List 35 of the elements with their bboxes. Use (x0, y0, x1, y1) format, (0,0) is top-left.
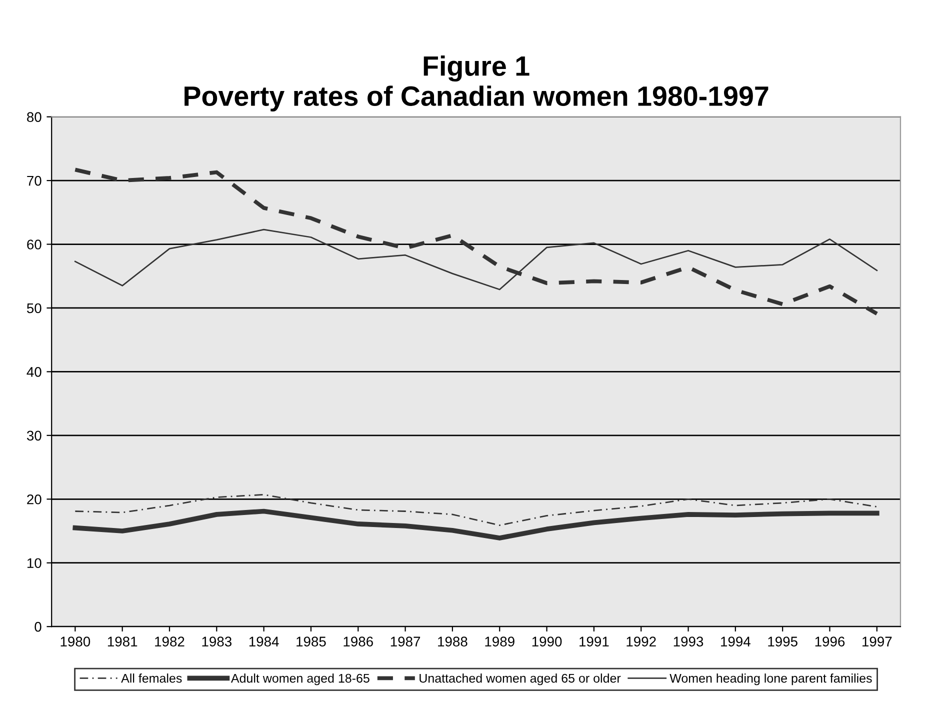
x-tick-label: 1982 (155, 636, 184, 647)
x-tick-label: 1994 (721, 636, 750, 647)
x-tick-label: 1997 (862, 636, 892, 647)
y-tick-label: 0 (34, 622, 42, 632)
x-tick-label: 1995 (768, 636, 798, 647)
x-tick-label: 1984 (249, 636, 279, 647)
line-series (73, 168, 879, 316)
y-tick-label: 50 (26, 303, 42, 314)
legend-label: All females (121, 674, 182, 683)
line-series (72, 508, 880, 540)
y-tick-label: 70 (27, 176, 42, 186)
y-tick-label: 10 (27, 558, 42, 568)
x-tick-label: 1996 (815, 636, 845, 647)
y-tick-label: 30 (26, 430, 42, 441)
x-tick-label: 1989 (485, 636, 514, 647)
x-tick-label: 1981 (108, 636, 138, 647)
x-tick-label: 1987 (390, 636, 420, 647)
legend-label: Women heading lone parent families (670, 674, 872, 686)
legend-label: Adult women aged 18-65 (230, 674, 370, 686)
x-tick-label: 1985 (296, 636, 326, 647)
x-tick-label: 1991 (580, 636, 609, 647)
chart-title: Figure 1 Poverty rates of Canadian women 1980-1997 (184, 56, 768, 112)
y-tick-label: 80 (27, 112, 42, 122)
x-tick-label: 1993 (674, 636, 704, 647)
y-tick-label: 40 (26, 367, 42, 377)
x-tick-label: 1990 (532, 636, 562, 647)
x-tick-label: 1992 (626, 636, 656, 647)
line-series (74, 494, 878, 526)
x-tick-label: 1986 (344, 636, 373, 647)
x-tick-label: 1988 (438, 636, 468, 647)
y-tick-label: 20 (27, 494, 42, 504)
x-tick-label: 1980 (60, 636, 90, 647)
x-tick-label: 1983 (202, 636, 232, 647)
legend-label: Unattached women aged 65 or older (420, 674, 621, 686)
y-tick-label: 60 (27, 240, 42, 250)
